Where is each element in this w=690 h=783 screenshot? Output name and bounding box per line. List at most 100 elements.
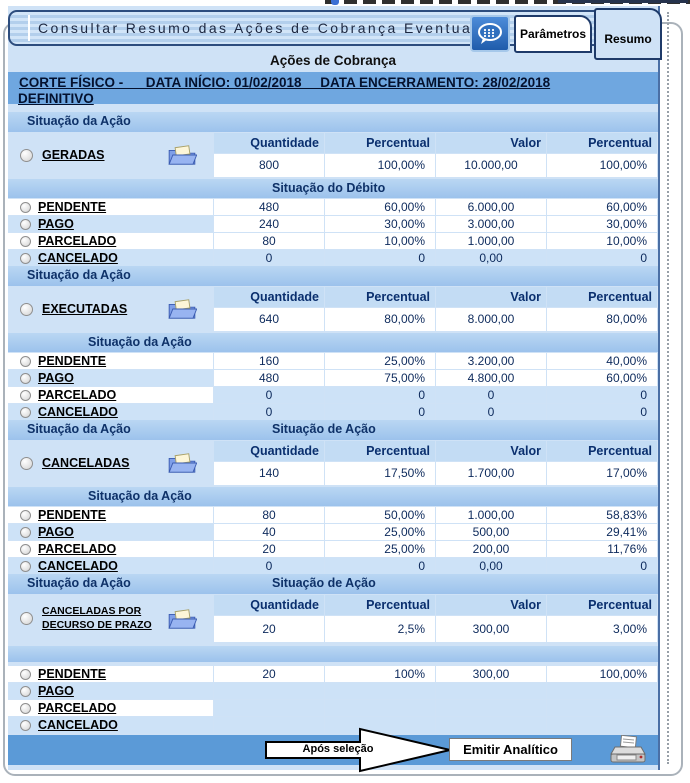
cell-valor bbox=[436, 717, 546, 733]
pendente-radio[interactable] bbox=[20, 509, 31, 521]
cell-percentual2 bbox=[547, 683, 657, 699]
arrow-label: Após seleção bbox=[302, 743, 374, 755]
cell-percentual: 60,00% bbox=[325, 199, 435, 215]
col-quantidade: Quantidade bbox=[214, 595, 324, 615]
table-row: CANCELADO 0 0 0 0 bbox=[8, 404, 658, 420]
pago-radio[interactable] bbox=[20, 372, 31, 384]
table-row: PAGO bbox=[8, 683, 658, 699]
cell-quantidade: 0 bbox=[214, 558, 324, 574]
cell-quantidade: 160 bbox=[214, 353, 324, 369]
cell-quantidade: 480 bbox=[214, 370, 324, 386]
cancelado-link[interactable]: CANCELADO bbox=[38, 559, 118, 573]
folder-icon[interactable] bbox=[167, 452, 198, 474]
emitir-analitico-button[interactable]: Emitir Analítico bbox=[449, 738, 572, 761]
cancelado-radio[interactable] bbox=[20, 252, 31, 264]
cell-percentual2: 11,76% bbox=[547, 541, 657, 557]
cancelado-link[interactable]: CANCELADO bbox=[38, 251, 118, 265]
canceladas-decurso-percentual: 2,5% bbox=[325, 616, 435, 642]
folder-icon[interactable] bbox=[167, 298, 198, 320]
canceladas-decurso-radio[interactable] bbox=[20, 612, 33, 625]
cancelado-radio[interactable] bbox=[20, 406, 31, 418]
row-label-cell: PAGO bbox=[8, 370, 213, 386]
pago-link[interactable]: PAGO bbox=[38, 217, 74, 231]
pendente-link[interactable]: PENDENTE bbox=[38, 200, 107, 214]
pendente-link[interactable]: PENDENTE bbox=[38, 667, 107, 681]
table-row: CANCELADO 0 0 0,00 0 bbox=[8, 558, 658, 574]
cell-percentual2: 40,00% bbox=[547, 353, 657, 369]
cell-percentual2: 29,41% bbox=[547, 524, 657, 540]
cell-quantidade: 0 bbox=[214, 387, 324, 403]
cell-valor: 300,00 bbox=[436, 666, 546, 682]
table-row: PENDENTE 20 100% 300,00 100,00% bbox=[8, 666, 658, 682]
parcelado-link[interactable]: PARCELADO bbox=[38, 701, 117, 715]
cancelado-link[interactable]: CANCELADO bbox=[38, 718, 118, 732]
parcelado-radio[interactable] bbox=[20, 235, 31, 247]
tab-parametros-label: Parâmetros bbox=[519, 27, 587, 41]
row-label-cell: CANCELADO bbox=[8, 558, 213, 574]
group-cell-canceladas-decurso: CANCELADAS POR DECURSO DE PRAZO bbox=[8, 595, 213, 642]
parcelado-link[interactable]: PARCELADO bbox=[38, 542, 117, 556]
executadas-radio[interactable] bbox=[20, 302, 33, 316]
cell-percentual: 25,00% bbox=[325, 353, 435, 369]
cell-quantidade: 240 bbox=[214, 216, 324, 232]
page-heading: Ações de Cobrança bbox=[269, 53, 397, 68]
pago-radio[interactable] bbox=[20, 685, 31, 697]
row-label-cell: PARCELADO bbox=[8, 700, 213, 716]
col-percentual: Percentual bbox=[325, 133, 435, 153]
col-percentual-2: Percentual bbox=[547, 441, 657, 461]
cell-quantidade: 80 bbox=[214, 233, 324, 249]
canceladas-link[interactable]: CANCELADAS bbox=[42, 456, 130, 470]
band-mid-label: Situação de Ação bbox=[272, 576, 376, 590]
printer-icon[interactable] bbox=[608, 734, 648, 764]
canceladas-decurso-link[interactable]: CANCELADAS POR DECURSO DE PRAZO bbox=[42, 605, 152, 631]
tab-parametros[interactable]: Parâmetros bbox=[514, 15, 592, 53]
clipped-menu-icon bbox=[331, 0, 339, 5]
geradas-link[interactable]: GERADAS bbox=[42, 148, 105, 162]
cell-quantidade: 20 bbox=[214, 666, 324, 682]
cell-percentual2: 58,83% bbox=[547, 507, 657, 523]
cell-valor: 1.000,00 bbox=[436, 233, 546, 249]
parcelado-link[interactable]: PARCELADO bbox=[38, 388, 117, 402]
cancelado-radio[interactable] bbox=[20, 719, 31, 731]
col-valor: Valor bbox=[436, 595, 546, 615]
clipped-menu-strip bbox=[325, 0, 690, 4]
cell-quantidade bbox=[214, 683, 324, 699]
canceladas-quantidade: 140 bbox=[214, 462, 324, 485]
printer-glyph bbox=[610, 734, 646, 763]
folder-icon[interactable] bbox=[167, 144, 198, 166]
pago-radio[interactable] bbox=[20, 526, 31, 538]
executadas-link[interactable]: EXECUTADAS bbox=[42, 302, 128, 316]
cell-percentual2: 10,00% bbox=[547, 233, 657, 249]
parcelado-radio[interactable] bbox=[20, 543, 31, 555]
parcelado-radio[interactable] bbox=[20, 389, 31, 401]
pendente-radio[interactable] bbox=[20, 355, 31, 367]
chat-bubble-glyph bbox=[478, 22, 502, 44]
period-line2: DEFINITIVO bbox=[18, 91, 94, 106]
pendente-radio[interactable] bbox=[20, 201, 31, 213]
pago-link[interactable]: PAGO bbox=[38, 525, 74, 539]
pendente-link[interactable]: PENDENTE bbox=[38, 508, 107, 522]
pendente-radio[interactable] bbox=[20, 668, 31, 680]
cancelado-link[interactable]: CANCELADO bbox=[38, 405, 118, 419]
parcelado-link[interactable]: PARCELADO bbox=[38, 234, 117, 248]
cell-percentual2: 60,00% bbox=[547, 199, 657, 215]
pendente-link[interactable]: PENDENTE bbox=[38, 354, 107, 368]
folder-glyph bbox=[168, 145, 198, 165]
pago-link[interactable]: PAGO bbox=[38, 684, 74, 698]
cancelado-radio[interactable] bbox=[20, 560, 31, 572]
pago-link[interactable]: PAGO bbox=[38, 371, 74, 385]
row-label-cell: PARCELADO bbox=[8, 233, 213, 249]
pago-radio[interactable] bbox=[20, 218, 31, 230]
page-title: Consultar Resumo das Ações de Cobrança E… bbox=[38, 20, 488, 36]
parcelado-radio[interactable] bbox=[20, 702, 31, 714]
section-band: Situação da Ação Situação de Ação bbox=[8, 574, 658, 594]
canceladas-radio[interactable] bbox=[20, 456, 33, 470]
tab-resumo[interactable]: Resumo bbox=[594, 8, 662, 60]
cell-percentual2: 0 bbox=[547, 558, 657, 574]
folder-icon[interactable] bbox=[167, 608, 198, 630]
geradas-radio[interactable] bbox=[20, 148, 33, 162]
section-executadas: Situação da Ação EXECUTADAS Quantidad bbox=[8, 266, 658, 420]
chat-bubble-icon[interactable] bbox=[470, 15, 510, 52]
section-geradas: Situação da Ação GERADAS Quantidade bbox=[8, 112, 658, 266]
group-cell-canceladas: CANCELADAS bbox=[8, 441, 213, 485]
